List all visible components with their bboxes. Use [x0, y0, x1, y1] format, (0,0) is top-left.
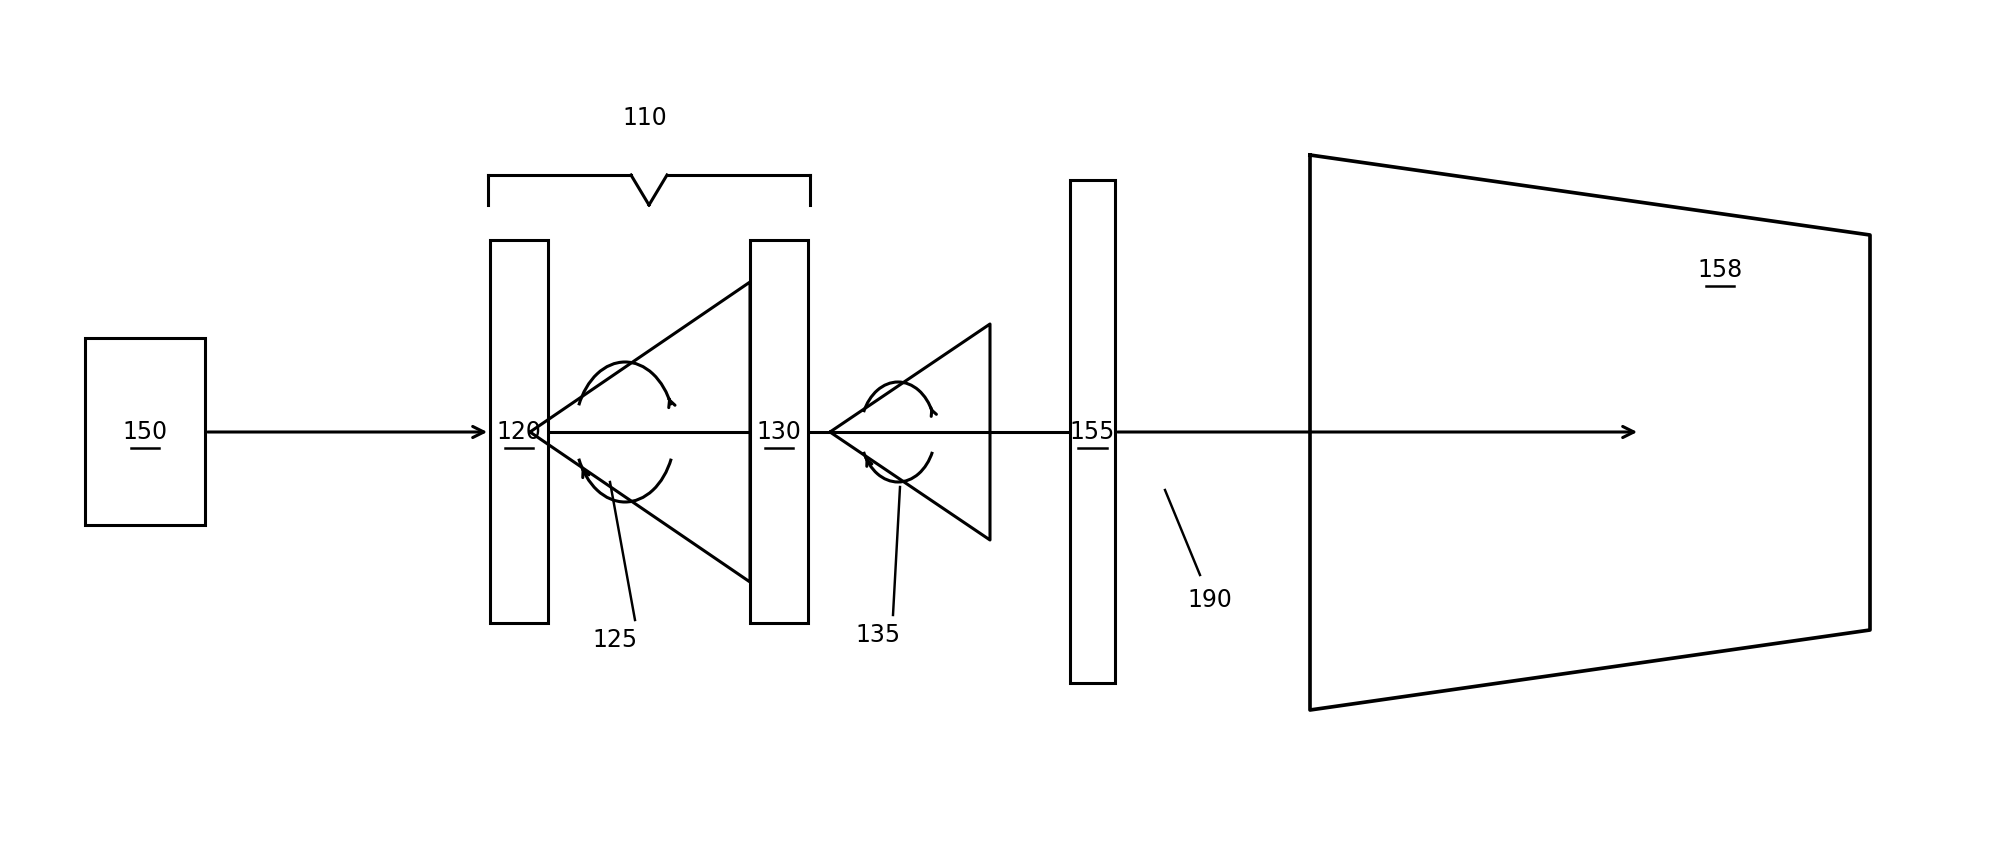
Bar: [749, 240, 807, 623]
Text: 125: 125: [592, 628, 638, 652]
Text: 155: 155: [1070, 419, 1116, 444]
Text: 150: 150: [122, 419, 167, 444]
Text: 158: 158: [1698, 258, 1742, 282]
Text: 110: 110: [622, 106, 668, 130]
Text: 190: 190: [1188, 588, 1232, 612]
Text: 130: 130: [757, 419, 801, 444]
Bar: [1070, 180, 1114, 683]
Text: 120: 120: [496, 419, 542, 444]
Text: 135: 135: [855, 623, 901, 647]
Bar: [490, 240, 548, 623]
Bar: [86, 338, 205, 525]
